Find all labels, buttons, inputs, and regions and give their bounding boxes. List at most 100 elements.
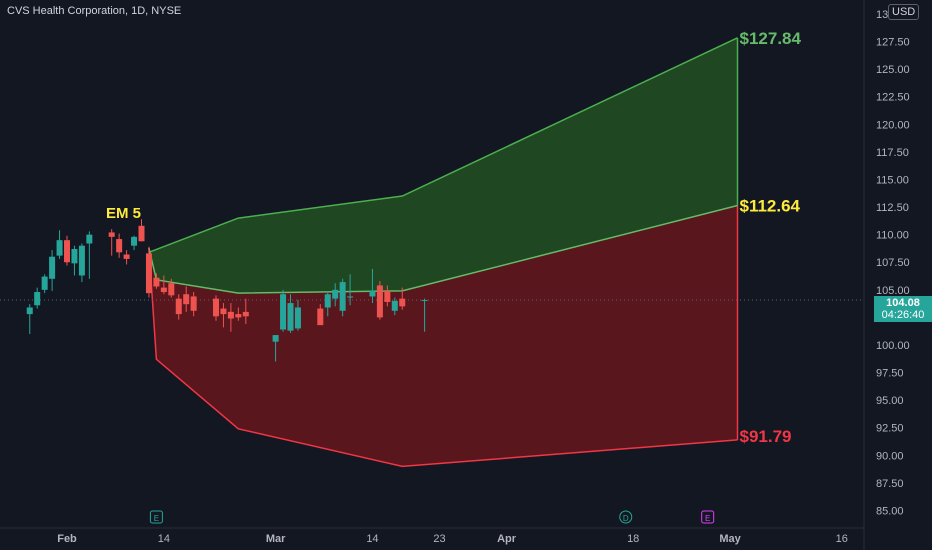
- x-tick-label: Feb: [57, 533, 77, 545]
- lower-band-label: $91.79: [740, 427, 792, 446]
- x-tick-label: May: [719, 533, 741, 545]
- candle: [153, 273, 160, 289]
- candle: [347, 274, 354, 306]
- candle: [116, 233, 123, 258]
- candle: [280, 289, 287, 332]
- candle: [49, 250, 56, 291]
- candle: [384, 285, 391, 307]
- x-tick-label: 14: [366, 533, 378, 545]
- y-tick-label: 125.00: [876, 64, 910, 76]
- expected-move-bands: [0, 37, 874, 468]
- candle: [227, 303, 234, 332]
- candle: [391, 297, 398, 316]
- candle-body: [242, 311, 249, 317]
- candle-body: [145, 253, 152, 294]
- upper-band-line: [148, 37, 738, 254]
- candle: [64, 235, 70, 266]
- candle-body: [324, 294, 331, 308]
- bar-countdown: 04:26:40: [881, 309, 925, 321]
- candle: [138, 219, 145, 242]
- candle: [242, 298, 249, 325]
- candle-body: [220, 308, 227, 315]
- candle: [190, 292, 197, 317]
- x-tick-label: 18: [627, 533, 639, 545]
- candle-body: [294, 307, 301, 329]
- currency-badge[interactable]: USD: [888, 4, 920, 20]
- y-tick-label: 117.50: [876, 147, 909, 159]
- candle: [26, 304, 33, 334]
- candle-body: [213, 298, 219, 317]
- y-tick-label: 85.00: [876, 505, 904, 517]
- candle-body: [235, 314, 242, 318]
- candle: [287, 294, 294, 333]
- candle: [41, 274, 48, 294]
- candle-body: [190, 296, 197, 311]
- candle-body: [131, 236, 138, 246]
- candle: [131, 235, 138, 251]
- candle-body: [56, 240, 63, 256]
- candle: [145, 246, 152, 298]
- candle-body: [376, 285, 383, 318]
- lower-band-line: [148, 247, 738, 468]
- candle: [294, 299, 301, 331]
- candle-body: [421, 299, 428, 301]
- candle: [56, 230, 63, 259]
- event-marker-label: E: [154, 514, 159, 523]
- y-tick-label: 87.50: [876, 478, 904, 490]
- candle-body: [384, 290, 391, 302]
- candle-body: [160, 287, 167, 293]
- candle-body: [339, 282, 346, 311]
- candle-body: [332, 289, 339, 299]
- y-axis-background: [864, 0, 932, 550]
- candle-body: [26, 307, 33, 315]
- candle: [220, 303, 227, 328]
- y-axis[interactable]: 85.0087.5090.0092.5095.0097.50100.00102.…: [863, 0, 932, 550]
- candle-body: [168, 283, 175, 296]
- y-tick-label: 92.50: [876, 423, 904, 435]
- y-tick-label: 120.00: [876, 119, 910, 131]
- candle: [160, 275, 167, 295]
- candle: [123, 250, 130, 265]
- candle-body: [399, 298, 406, 307]
- y-tick-label: 105.00: [876, 285, 910, 297]
- lower-band-area: [148, 205, 738, 467]
- candle: [272, 335, 279, 362]
- candle: [399, 287, 406, 310]
- y-tick-label: 112.50: [876, 202, 909, 214]
- candle: [235, 307, 242, 321]
- y-tick-label: 127.50: [876, 37, 910, 49]
- candle-body: [369, 290, 376, 297]
- candle: [332, 283, 339, 307]
- candle-body: [317, 308, 324, 326]
- candle: [34, 287, 41, 309]
- earnings-marker-shape: [701, 510, 715, 524]
- candles: [26, 219, 428, 362]
- y-tick-label: 95.00: [876, 395, 904, 407]
- candle: [71, 245, 78, 276]
- x-axis: Feb 14 Mar 14 23 Apr 18 May 16: [0, 527, 864, 545]
- candle: [213, 295, 219, 321]
- candle-body: [34, 292, 41, 306]
- event-marker-label: D: [623, 514, 629, 523]
- candle-body: [138, 225, 145, 242]
- x-tick-label: Apr: [497, 533, 517, 545]
- y-tick-label: 90.00: [876, 450, 904, 462]
- candle: [317, 304, 324, 326]
- y-tick-label: 110.00: [876, 230, 909, 242]
- dividend-marker-shape: [619, 510, 633, 524]
- candle: [108, 229, 115, 256]
- last-price-tag: 104.08 04:26:40: [874, 296, 932, 322]
- earnings-marker: E: [701, 510, 715, 524]
- y-tick-label: 100.00: [876, 340, 910, 352]
- earnings-marker-shape: [149, 510, 163, 524]
- band-labels: $127.84 $112.64 $91.79 EM 5: [106, 29, 802, 446]
- y-tick-label: 107.50: [876, 257, 910, 269]
- event-marker-label: E: [705, 514, 710, 523]
- candle-body: [272, 335, 279, 342]
- y-tick-label: 97.50: [876, 368, 904, 380]
- mid-band-label: $112.64: [740, 197, 801, 216]
- candle-body: [183, 294, 190, 305]
- x-tick-label: Mar: [266, 533, 286, 545]
